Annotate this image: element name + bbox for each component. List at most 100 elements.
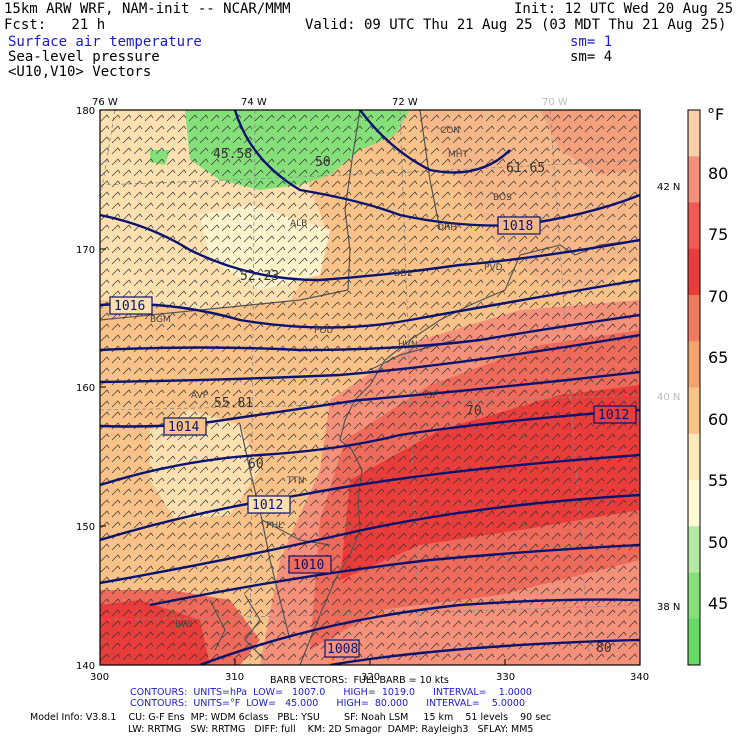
wind-barb [595, 301, 605, 309]
wind-barb [342, 422, 352, 430]
wind-barb [265, 444, 275, 452]
wind-barb [254, 400, 264, 408]
wind-barb [584, 477, 594, 485]
wind-barb [122, 587, 132, 595]
wind-barb [397, 136, 407, 144]
wind-barb [122, 510, 132, 518]
wind-barb [496, 543, 506, 551]
wind-barb [408, 169, 418, 177]
wind-barb [320, 290, 330, 298]
wind-barb [298, 114, 308, 122]
wind-barb [441, 477, 451, 485]
wind-barb [419, 411, 429, 419]
wind-barb [265, 433, 275, 441]
wind-barb [408, 136, 418, 144]
wind-barb [518, 279, 528, 287]
wind-barb [133, 290, 143, 298]
wind-barb [496, 235, 506, 243]
wind-barb [166, 334, 176, 342]
wind-barb [386, 180, 396, 188]
colorbar-segment [688, 341, 700, 388]
wind-barb [419, 136, 429, 144]
wind-barb [408, 466, 418, 474]
wind-barb [298, 587, 308, 595]
wind-barb [628, 642, 638, 650]
wind-barb [386, 400, 396, 408]
wind-barb [111, 455, 121, 463]
wind-barb [364, 532, 374, 540]
wind-barb [122, 543, 132, 551]
wind-barb [144, 510, 154, 518]
wind-barb [353, 125, 363, 133]
wind-barb [518, 268, 528, 276]
wind-barb [496, 158, 506, 166]
wind-barb [232, 246, 242, 254]
wind-barb [430, 422, 440, 430]
wind-barb [419, 422, 429, 430]
wind-barb [452, 598, 462, 606]
wind-barb [155, 532, 165, 540]
wind-barb [177, 169, 187, 177]
wind-barb [276, 213, 286, 221]
wind-barb [617, 169, 627, 177]
wind-barb [562, 389, 572, 397]
wind-barb [507, 147, 517, 155]
wind-barb [144, 499, 154, 507]
wind-barb [353, 312, 363, 320]
wind-barb [100, 169, 110, 177]
wind-barb [100, 257, 110, 265]
wind-barb [287, 224, 297, 232]
wind-barb [364, 400, 374, 408]
wind-barb [309, 268, 319, 276]
wind-barb [375, 433, 385, 441]
wind-barb [188, 532, 198, 540]
wind-barb [496, 444, 506, 452]
wind-barb [463, 400, 473, 408]
wind-barb [628, 499, 638, 507]
wind-barb [375, 169, 385, 177]
wind-barb [419, 620, 429, 628]
wind-barb [243, 466, 253, 474]
wind-barb [386, 444, 396, 452]
wind-barb [276, 268, 286, 276]
isobar-1018-top [359, 110, 511, 174]
wind-barb [166, 169, 176, 177]
wind-barb [265, 235, 275, 243]
wind-barb [276, 466, 286, 474]
wind-barb [419, 191, 429, 199]
wind-barb [287, 257, 297, 265]
wind-barb [331, 312, 341, 320]
wind-barb [496, 609, 506, 617]
wind-barb [144, 444, 154, 452]
wind-barb [529, 587, 539, 595]
wind-barb [551, 114, 561, 122]
wind-barb [364, 235, 374, 243]
wind-barb [199, 356, 209, 364]
wind-barb [122, 499, 132, 507]
model-title: 15km ARW WRF, NAM-init -- NCAR/MMM [4, 1, 291, 17]
wind-barb [540, 235, 550, 243]
wind-barb [463, 642, 473, 650]
wind-barb [617, 323, 627, 331]
wind-barb [507, 411, 517, 419]
wind-barb [100, 466, 110, 474]
wind-barb [540, 455, 550, 463]
colorbar: °F 80 75 70 65 60 55 50 45 [687, 105, 728, 666]
wind-barb [507, 488, 517, 496]
wind-barb [529, 257, 539, 265]
wind-barb [111, 653, 121, 661]
wind-barb [111, 290, 121, 298]
wind-barb [155, 191, 165, 199]
wind-barb [595, 213, 605, 221]
wind-barb [210, 180, 220, 188]
isobar-1014 [100, 333, 640, 384]
wind-barb [353, 180, 363, 188]
wind-barb [144, 477, 154, 485]
wind-barb [287, 191, 297, 199]
wind-barb [265, 290, 275, 298]
wind-barb [100, 246, 110, 254]
wind-barb [397, 620, 407, 628]
wind-barb [584, 400, 594, 408]
wind-barb [133, 114, 143, 122]
